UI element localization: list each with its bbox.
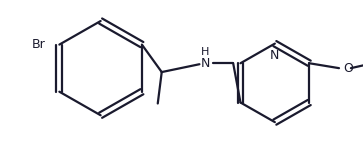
Text: O: O — [343, 62, 353, 75]
Text: H: H — [201, 47, 210, 57]
Text: Br: Br — [32, 38, 46, 51]
Text: N: N — [201, 57, 210, 70]
Text: N: N — [270, 49, 280, 62]
